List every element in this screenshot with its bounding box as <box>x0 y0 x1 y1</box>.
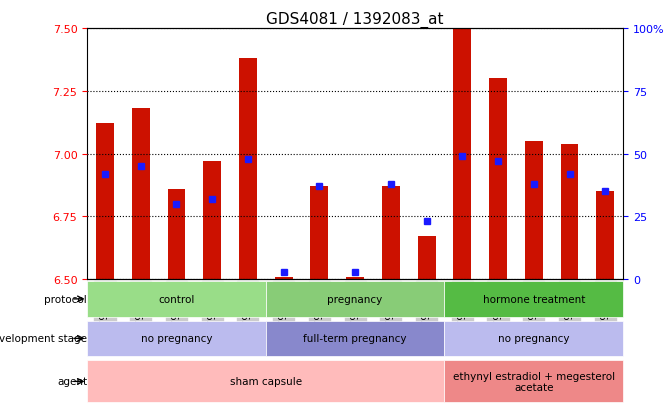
FancyBboxPatch shape <box>87 321 266 356</box>
FancyBboxPatch shape <box>444 361 623 402</box>
Bar <box>132 109 149 280</box>
Text: full-term pregnancy: full-term pregnancy <box>304 334 407 344</box>
Text: agent: agent <box>57 377 87 387</box>
Text: sham capsule: sham capsule <box>230 377 302 387</box>
FancyBboxPatch shape <box>266 281 444 317</box>
FancyBboxPatch shape <box>444 321 623 356</box>
Bar <box>310 187 328 280</box>
Bar <box>96 124 114 280</box>
FancyBboxPatch shape <box>87 281 266 317</box>
Text: no pregnancy: no pregnancy <box>141 334 212 344</box>
Bar <box>168 189 186 280</box>
FancyBboxPatch shape <box>444 281 623 317</box>
Bar <box>382 187 400 280</box>
Text: control: control <box>158 294 194 304</box>
Bar <box>346 277 364 280</box>
FancyBboxPatch shape <box>266 321 444 356</box>
Text: protocol: protocol <box>44 294 87 304</box>
Bar <box>561 144 578 280</box>
Bar <box>203 162 221 280</box>
Bar <box>454 29 471 280</box>
Bar <box>239 59 257 280</box>
Bar <box>417 237 436 280</box>
Text: hormone treatment: hormone treatment <box>482 294 585 304</box>
FancyBboxPatch shape <box>87 361 444 402</box>
Bar <box>596 192 614 280</box>
Text: development stage: development stage <box>0 334 87 344</box>
Title: GDS4081 / 1392083_at: GDS4081 / 1392083_at <box>267 12 444 28</box>
Text: pregnancy: pregnancy <box>328 294 383 304</box>
Text: ethynyl estradiol + megesterol
acetate: ethynyl estradiol + megesterol acetate <box>453 371 615 392</box>
Text: no pregnancy: no pregnancy <box>498 334 570 344</box>
Bar <box>525 142 543 280</box>
Bar <box>489 79 507 280</box>
Bar <box>275 277 293 280</box>
